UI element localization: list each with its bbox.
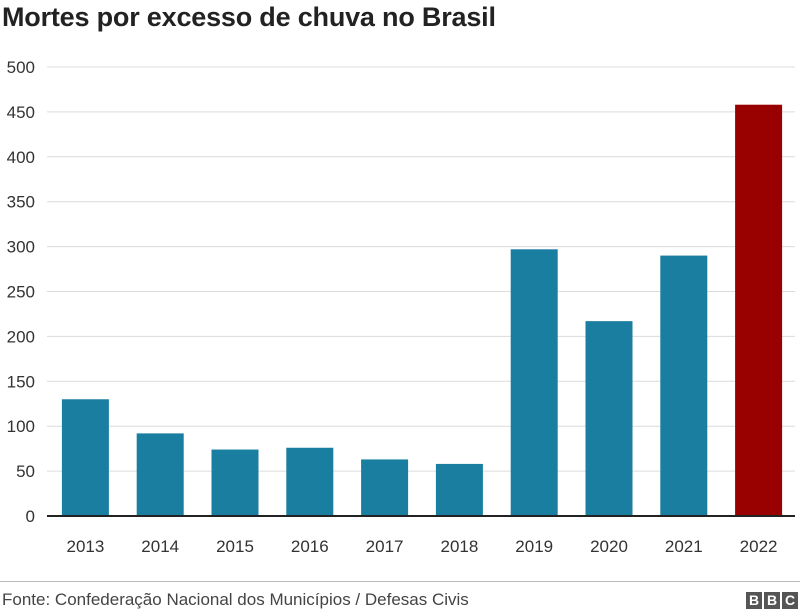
y-tick-label: 300 [7, 238, 35, 257]
bar-2019 [510, 249, 558, 516]
logo-letter: B [746, 592, 762, 609]
y-tick-label: 0 [26, 507, 35, 526]
bar-2015 [211, 449, 259, 516]
x-tick-label: 2020 [590, 537, 628, 556]
x-tick-label: 2015 [216, 537, 254, 556]
x-tick-label: 2022 [740, 537, 778, 556]
y-tick-label: 450 [7, 103, 35, 122]
bar-2018 [435, 463, 483, 516]
y-tick-label: 100 [7, 417, 35, 436]
chart-title: Mortes por excesso de chuva no Brasil [2, 2, 496, 32]
bar-2021 [660, 255, 708, 516]
x-tick-label: 2017 [366, 537, 404, 556]
y-tick-label: 350 [7, 193, 35, 212]
y-tick-label: 500 [7, 58, 35, 77]
bar-2017 [361, 459, 409, 516]
y-tick-label: 250 [7, 283, 35, 302]
x-tick-label: 2016 [291, 537, 329, 556]
x-tick-label: 2014 [141, 537, 179, 556]
bar-chart: 0 50 100 150 200 250 300 350 400 450 500 2013 2014 20… [7, 58, 795, 556]
logo-letter: C [782, 592, 798, 609]
source-note: Fonte: Confederação Nacional dos Municíp… [2, 590, 469, 609]
bar-2022 [735, 104, 783, 516]
x-tick-label: 2021 [665, 537, 703, 556]
bbc-logo: B B C [746, 592, 798, 609]
bar-2020 [585, 321, 633, 516]
logo-letter: B [764, 592, 780, 609]
y-tick-label: 150 [7, 372, 35, 391]
x-tick-label: 2019 [515, 537, 553, 556]
y-tick-label: 50 [16, 462, 35, 481]
x-tick-label: 2018 [440, 537, 478, 556]
bar-2013 [61, 399, 109, 516]
bar-2014 [136, 433, 184, 516]
y-tick-label: 400 [7, 148, 35, 167]
y-tick-label: 200 [7, 327, 35, 346]
footer-divider [0, 581, 800, 582]
x-tick-label: 2013 [66, 537, 104, 556]
bar-2016 [286, 447, 334, 516]
